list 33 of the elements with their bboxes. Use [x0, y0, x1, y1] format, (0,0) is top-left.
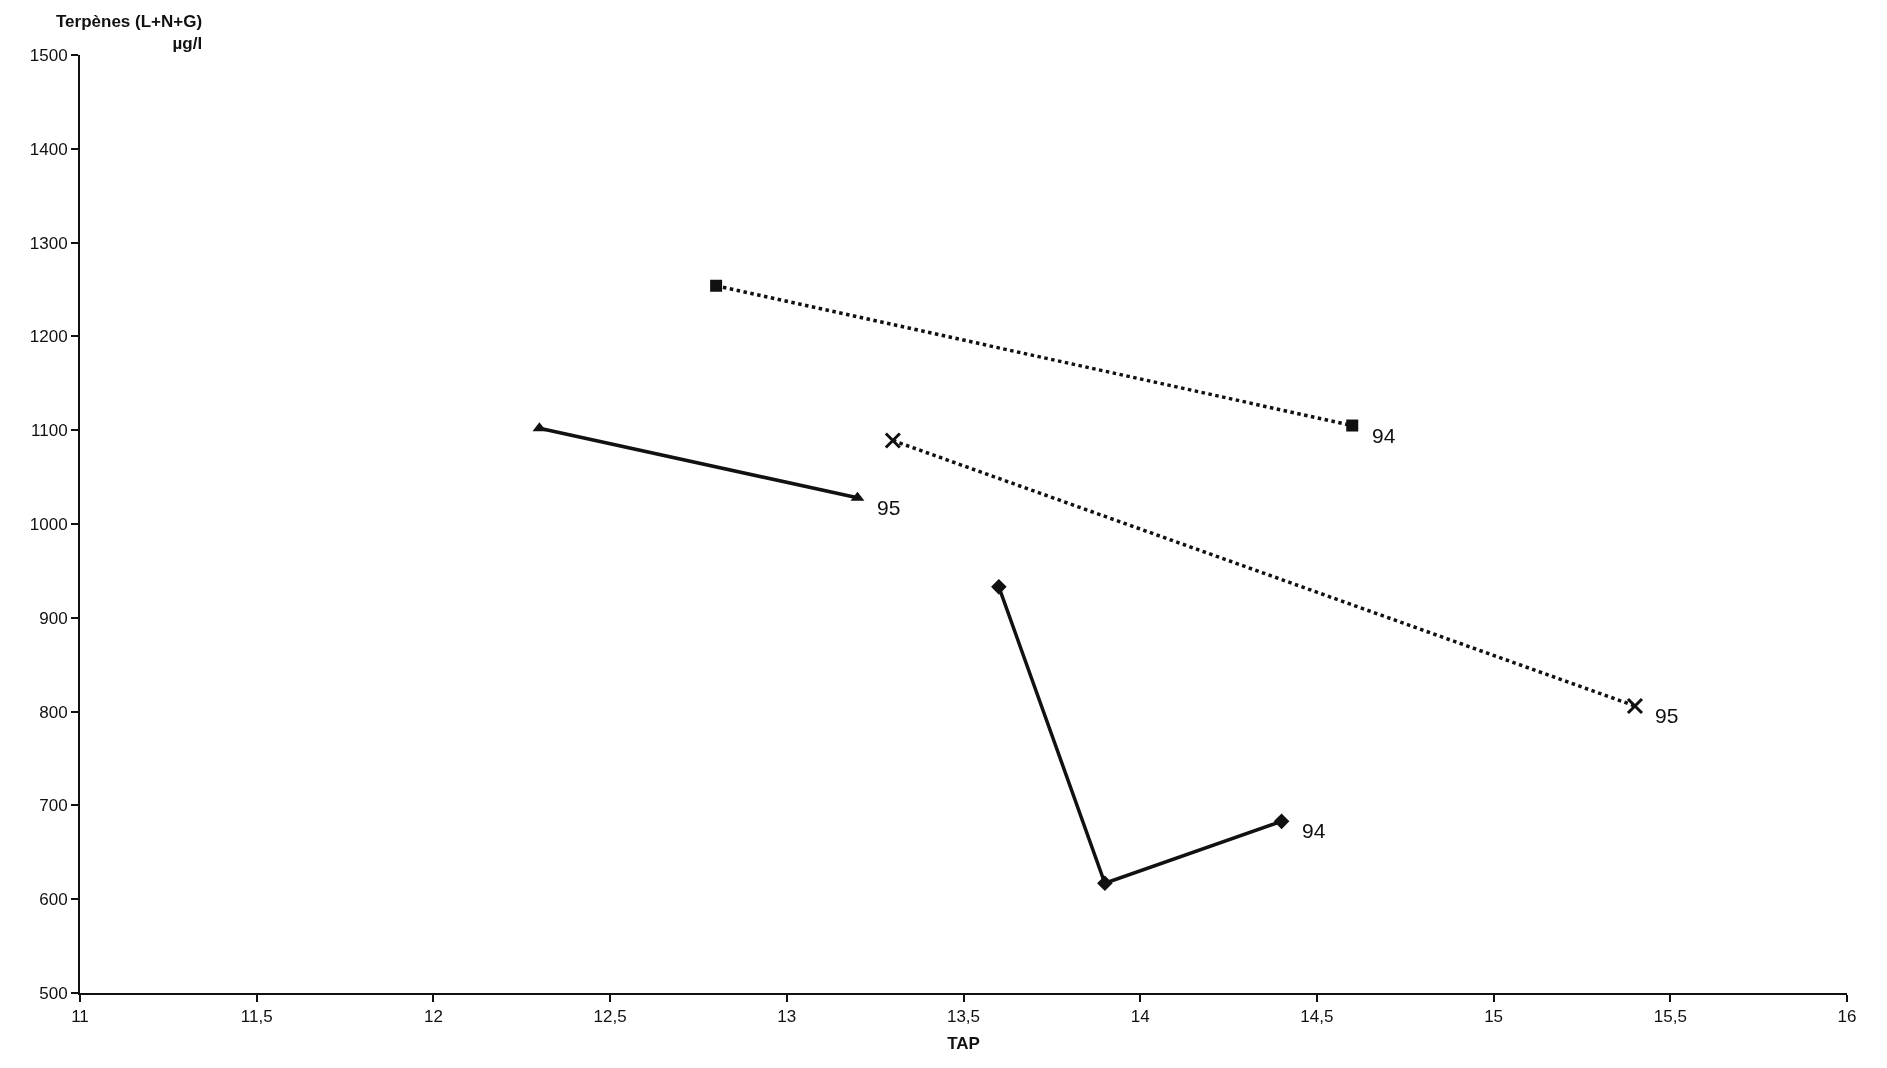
x-tick-label: 11,5 — [240, 1007, 273, 1027]
x-tick-label: 13,5 — [946, 1007, 981, 1027]
point — [710, 279, 723, 292]
annotation: 95 — [1655, 704, 1679, 727]
y-tick-label: 1000 — [29, 514, 68, 534]
x-axis-title: TAP — [947, 1034, 980, 1054]
x-tick-label: 16 — [1837, 1007, 1857, 1027]
point — [1626, 697, 1644, 715]
x-tick-label: 14 — [1130, 1007, 1150, 1027]
y-tick-label: 1100 — [31, 421, 68, 441]
annotation: 95 — [877, 496, 901, 519]
y-tick-label: 700 — [39, 796, 68, 816]
x-tick-label: 12 — [423, 1007, 443, 1027]
y-tick-label: 600 — [39, 890, 68, 910]
x-tick-label: 14,5 — [1300, 1007, 1334, 1027]
y-tick-label: 500 — [39, 983, 68, 1003]
point — [884, 432, 902, 450]
point — [1346, 419, 1359, 432]
point — [991, 579, 1007, 595]
annotation: 94 — [1372, 424, 1396, 447]
y-tick-label: 1400 — [29, 139, 68, 159]
y-tick-label: 1200 — [29, 327, 68, 347]
x-tick-label: 15 — [1484, 1007, 1504, 1027]
x-tick-label: 15,5 — [1653, 1007, 1687, 1027]
point — [1273, 813, 1290, 830]
point — [1097, 875, 1113, 892]
y-tick-label: 1300 — [29, 233, 68, 253]
x-tick-label: 11 — [71, 1007, 89, 1027]
y-tick-label: 900 — [39, 608, 68, 628]
x-tick-label: 13 — [777, 1007, 797, 1027]
y-tick-label: 800 — [39, 702, 68, 722]
annotation: 94 — [1302, 819, 1326, 842]
x-tick-label: 12,5 — [593, 1007, 627, 1027]
